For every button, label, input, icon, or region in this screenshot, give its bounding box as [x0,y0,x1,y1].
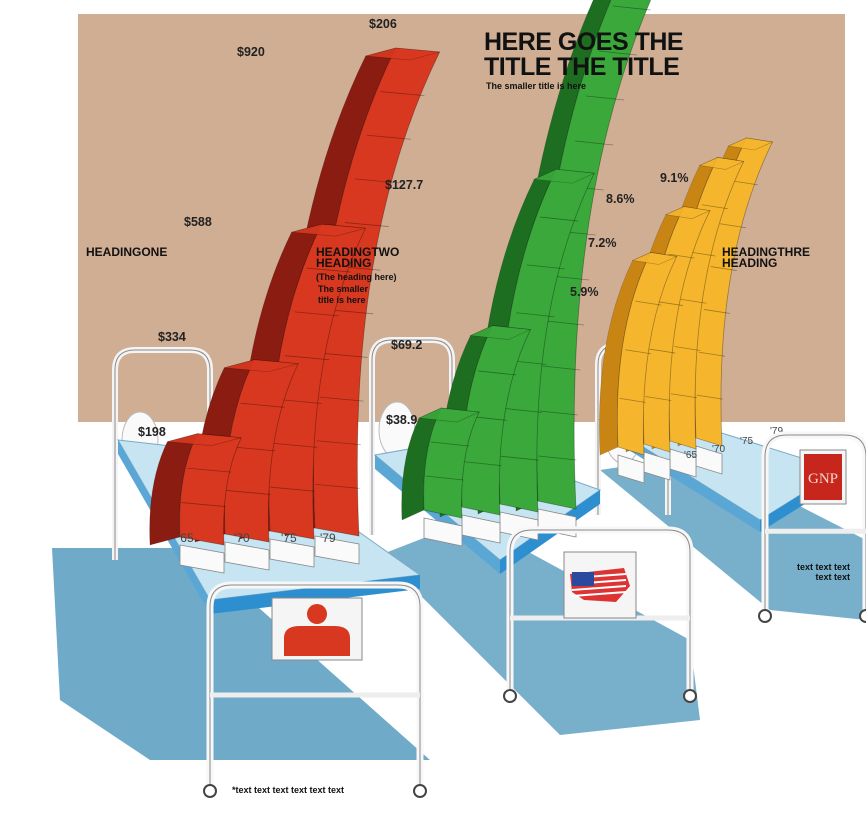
tick-label: '70 [712,444,725,455]
heading-two-note: (The heading here) [316,272,397,282]
heading-two-smaller-title: The smaller title is here [318,284,369,305]
person-icon [284,604,350,656]
value-label: $127.7 [385,178,424,192]
head-rail-outline [114,349,211,560]
value-label: $69.2 [391,338,423,352]
value-label: $920 [237,45,265,59]
gnp-sign-panel [804,454,842,500]
chart-title: HERE GOES THE TITLE THE TITLE [484,28,684,81]
foot-rail-outline [209,584,421,785]
caster-wheel [859,609,866,623]
value-label: $334 [158,330,186,344]
floor-shadows [52,455,866,760]
value-label: 5.9% [570,285,599,299]
caster-wheel [503,689,517,703]
tick-label: '79 [770,426,783,437]
footnote-left: *text text text text text text [232,785,345,795]
bar-2-1 [401,407,481,547]
head-rail-outline [371,339,453,535]
tick-label: '70 [234,531,250,545]
bed-front-rails: GNP [203,431,866,798]
caster-wheel [683,689,697,703]
value-label: 7.2% [588,236,617,250]
bar-3-1 [599,251,678,484]
gnp-sign-text: GNP [808,471,838,487]
foot-rail-outline [764,434,866,610]
value-label: $206 [369,17,397,31]
shadow-bed-one [52,548,430,760]
bar-1-1 [149,433,242,574]
tick-label: '75 [740,436,753,447]
value-label: $198 [138,425,166,439]
usa-flag-map-icon [570,568,630,602]
heading-one: HEADINGONE [86,245,168,259]
foot-rail-outline [509,529,691,690]
heading-three: HEADINGTHRE HEADING [722,245,811,270]
heading-two: HEADINGTWO HEADING [316,245,400,270]
shadow-bed-two [380,520,700,735]
tick-labels: '65 '70 '75 '79 '65 '70 '75 '79 [178,426,783,545]
footnote-right: text text text text text [796,562,850,582]
value-label: $588 [184,215,212,229]
caster-wheel [413,784,427,798]
tick-label: '79 [320,531,336,545]
value-label: 8.6% [606,192,635,206]
value-label: 9.1% [660,171,689,185]
bars-layer [149,0,774,574]
chart-subtitle: The smaller title is here [486,81,587,91]
value-label: $38.9 [386,413,418,427]
tick-label: '65 [684,450,697,461]
caster-wheel [758,609,772,623]
tick-label: '75 [281,531,297,545]
caster-wheel [203,784,217,798]
tick-label: '65 [178,531,194,545]
